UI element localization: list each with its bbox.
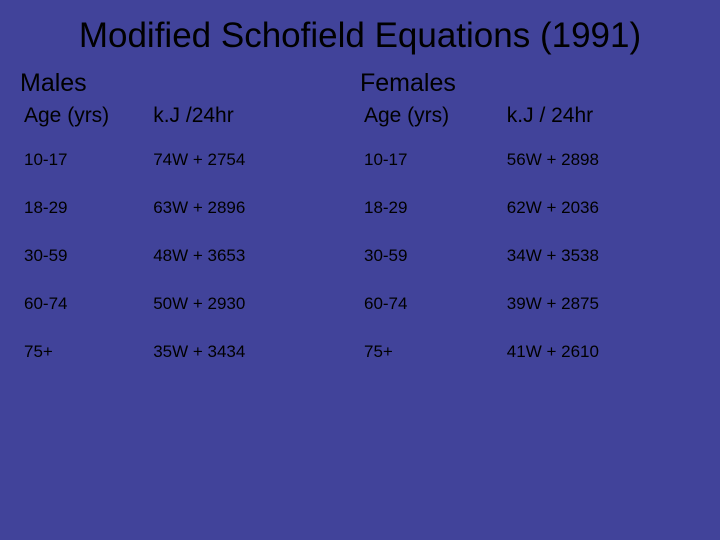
section-row: Males Females [20, 67, 700, 100]
slide-title: Modified Schofield Equations (1991) [20, 15, 700, 57]
table-row: 18-29 63W + 2896 18-29 62W + 2036 [20, 184, 700, 232]
cell-eq-m: 63W + 2896 [149, 184, 360, 232]
cell-age-m: 10-17 [20, 136, 149, 184]
equations-table: Age (yrs) k.J /24hr Age (yrs) k.J / 24hr… [20, 100, 700, 376]
table-row: 60-74 50W + 2930 60-74 39W + 2875 [20, 280, 700, 328]
cell-age-f: 75+ [360, 328, 503, 376]
table-body: 10-17 74W + 2754 10-17 56W + 2898 18-29 … [20, 136, 700, 376]
table-row: 75+ 35W + 3434 75+ 41W + 2610 [20, 328, 700, 376]
section-females: Females [360, 67, 700, 100]
table-row: 30-59 48W + 3653 30-59 34W + 3538 [20, 232, 700, 280]
cell-eq-m: 74W + 2754 [149, 136, 360, 184]
cell-age-f: 60-74 [360, 280, 503, 328]
cell-eq-f: 39W + 2875 [503, 280, 700, 328]
table-row: 10-17 74W + 2754 10-17 56W + 2898 [20, 136, 700, 184]
cell-eq-f: 56W + 2898 [503, 136, 700, 184]
cell-age-m: 30-59 [20, 232, 149, 280]
cell-age-f: 18-29 [360, 184, 503, 232]
cell-eq-f: 41W + 2610 [503, 328, 700, 376]
cell-age-m: 60-74 [20, 280, 149, 328]
cell-age-f: 30-59 [360, 232, 503, 280]
cell-age-f: 10-17 [360, 136, 503, 184]
cell-eq-m: 50W + 2930 [149, 280, 360, 328]
col-age-females: Age (yrs) [360, 100, 503, 136]
col-eq-males: k.J /24hr [149, 100, 360, 136]
cell-eq-m: 48W + 3653 [149, 232, 360, 280]
col-age-males: Age (yrs) [20, 100, 149, 136]
cell-eq-f: 34W + 3538 [503, 232, 700, 280]
section-males: Males [20, 67, 360, 100]
table-header-row: Age (yrs) k.J /24hr Age (yrs) k.J / 24hr [20, 100, 700, 136]
col-eq-females: k.J / 24hr [503, 100, 700, 136]
cell-age-m: 75+ [20, 328, 149, 376]
cell-eq-f: 62W + 2036 [503, 184, 700, 232]
cell-age-m: 18-29 [20, 184, 149, 232]
slide: Modified Schofield Equations (1991) Male… [0, 0, 720, 540]
cell-eq-m: 35W + 3434 [149, 328, 360, 376]
